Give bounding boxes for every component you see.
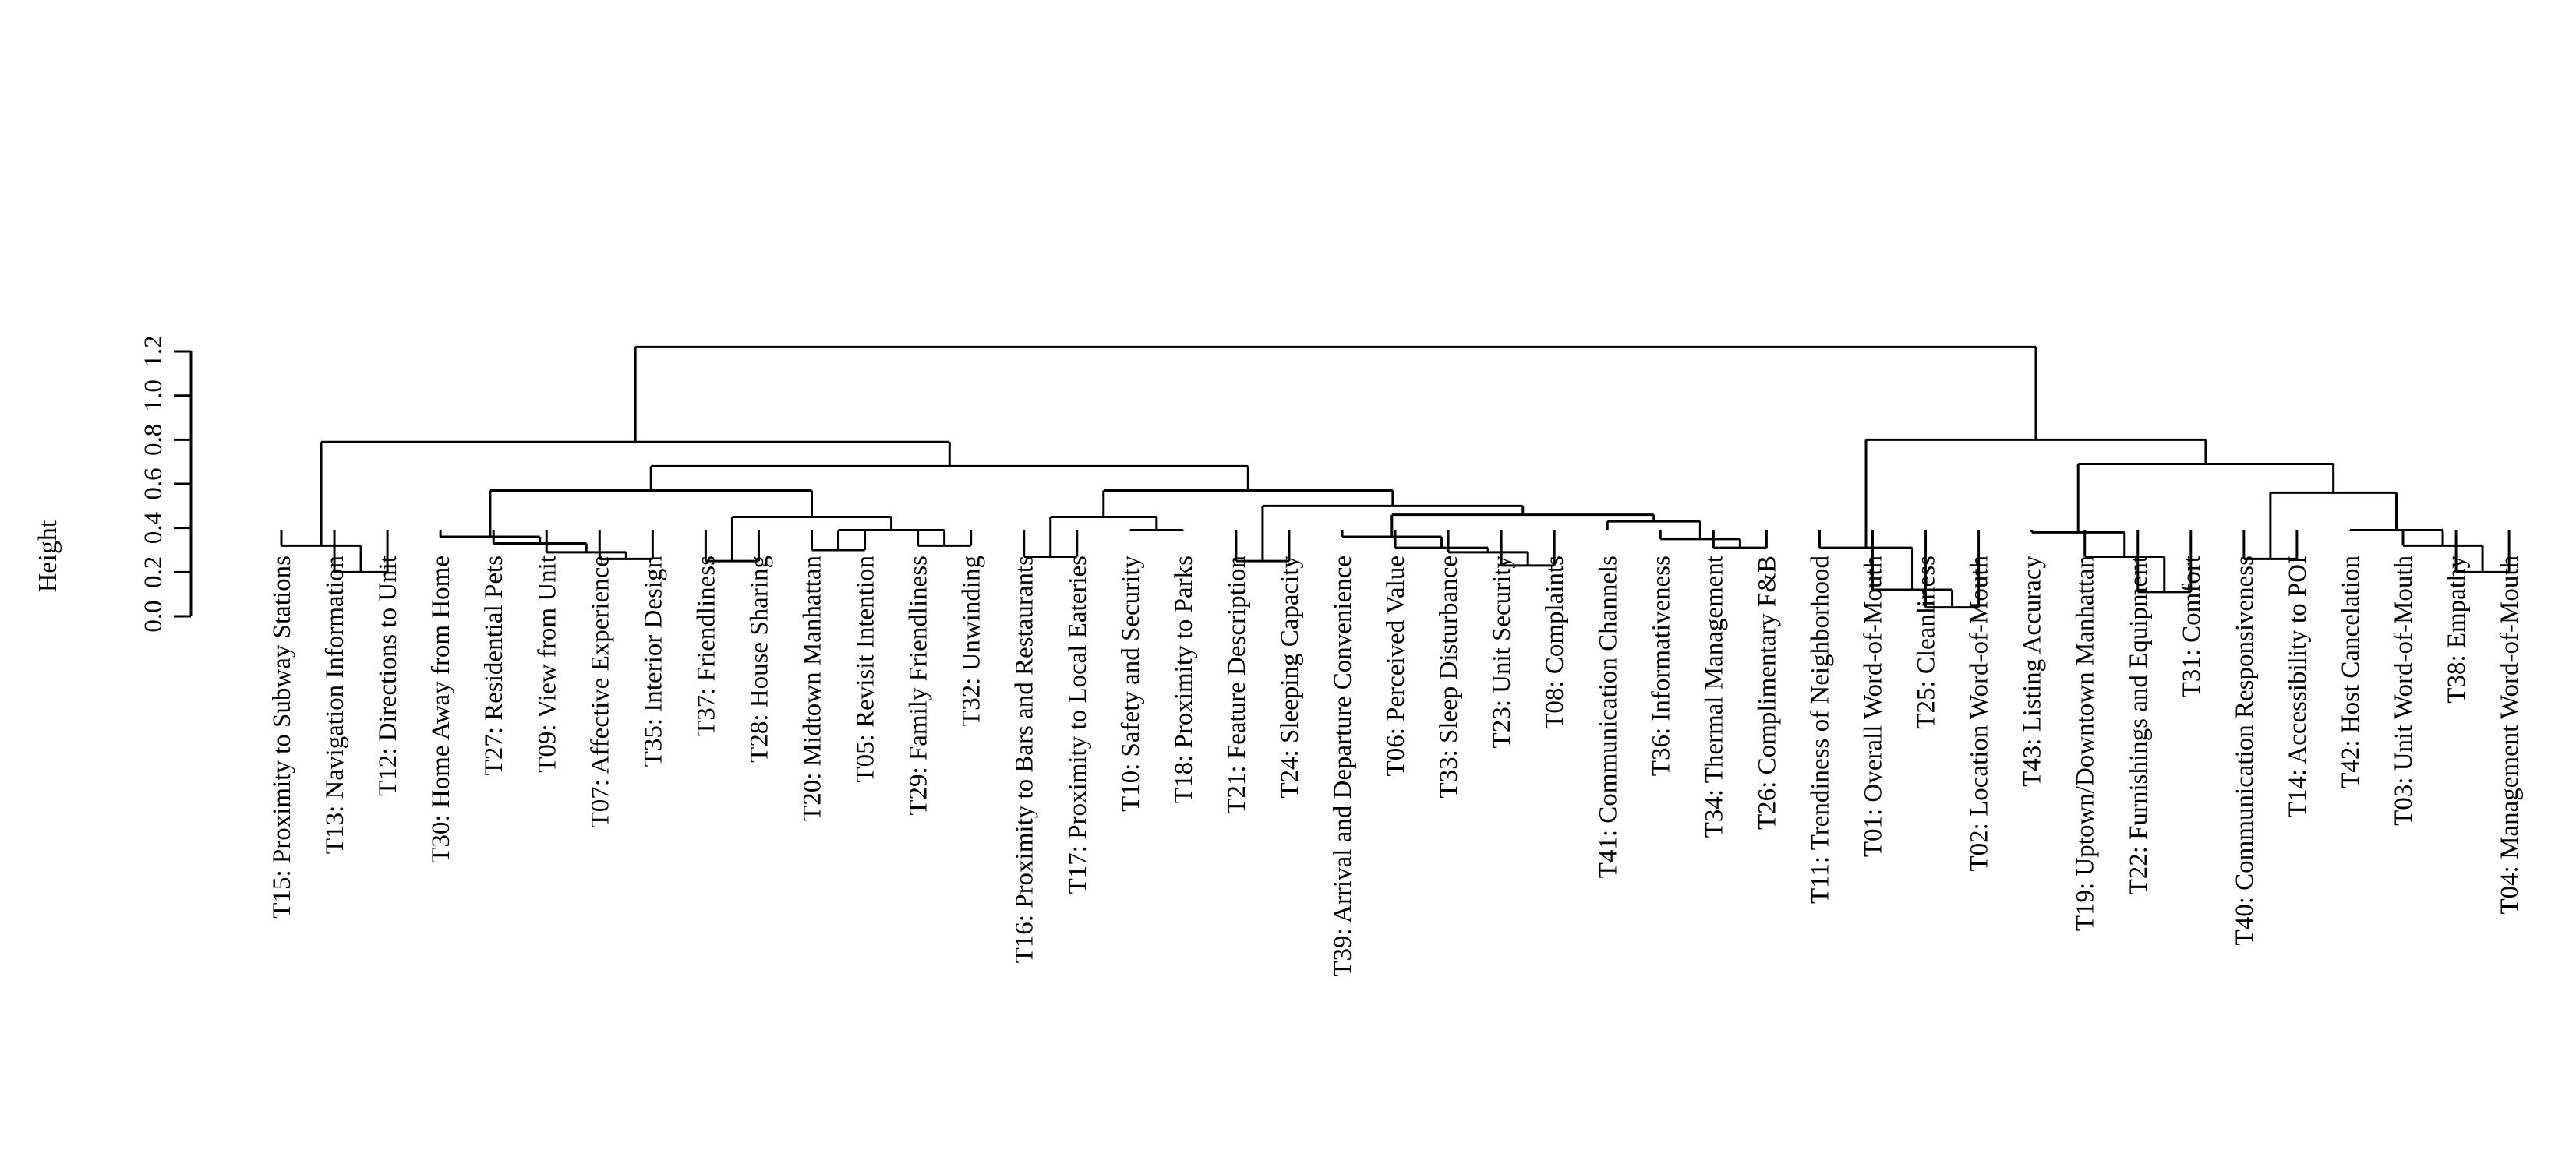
leaf-label: T22: Furnishings and Equipment — [2125, 556, 2153, 894]
leaf-label: T01: Overall Word-of-Mouth — [1860, 556, 1888, 858]
leaf-label: T38: Empathy — [2443, 556, 2471, 704]
leaf-label: T11: Trendiness of Neighborhood — [1806, 556, 1834, 905]
leaf-label: T17: Proximity to Local Eateries — [1064, 556, 1092, 894]
leaf-label: T31: Comfort — [2178, 556, 2206, 697]
leaf-label: T05: Revisit Intention — [852, 556, 880, 782]
y-axis-title: Height — [34, 520, 62, 592]
leaf-label: T23: Unit Security — [1488, 556, 1516, 749]
leaf-label: T24: Sleeping Capacity — [1276, 556, 1304, 799]
y-tick-label: 0.8 — [140, 424, 168, 456]
leaf-label: T29: Family Friendliness — [905, 556, 933, 816]
y-tick-label: 0.0 — [140, 600, 168, 632]
leaf-labels: T15: Proximity to Subway Stations T13: Na… — [268, 556, 2524, 977]
leaf-label: T13: Navigation Information — [321, 556, 349, 854]
leaf-label: T28: House Sharing — [745, 556, 773, 763]
y-tick-label: 0.2 — [140, 556, 168, 588]
leaf-label: T43: Listing Accuracy — [2019, 556, 2047, 787]
leaf-label: T26: Complimentary F&B — [1753, 556, 1781, 830]
leaf-label: T14: Accessibility to POI — [2284, 556, 2312, 817]
leaf-label: T04: Management Word-of-Mouth — [2496, 556, 2524, 915]
y-axis: 0.0 0.2 0.4 0.6 0.8 1.0 1.2 — [140, 335, 193, 633]
y-tick-label: 0.4 — [140, 512, 168, 544]
leaf-label: T42: Host Cancelation — [2337, 556, 2365, 788]
leaf-label: T27: Residential Pets — [480, 556, 508, 775]
leaf-label: T36: Informativeness — [1647, 556, 1675, 776]
leaf-label: T34: Thermal Management — [1700, 556, 1728, 838]
y-tick-label: 1.2 — [140, 335, 168, 367]
leaf-label: T37: Friendliness — [692, 556, 720, 736]
leaf-label: T41: Communication Channels — [1594, 556, 1622, 878]
y-tick-label: 1.0 — [140, 379, 168, 411]
leaf-label: T10: Safety and Security — [1117, 556, 1145, 813]
leaf-label: T25: Cleanliness — [1913, 556, 1941, 729]
leaf-label: T30: Home Away from Home — [427, 556, 455, 863]
leaf-label: T33: Sleep Disturbance — [1435, 556, 1463, 799]
leaf-label: T21: Feature Description — [1223, 556, 1251, 814]
leaf-label: T40: Communication Responsiveness — [2231, 556, 2259, 945]
leaf-label: T39: Arrival and Departure Convenience — [1329, 556, 1357, 977]
leaf-label: T03: Unit Word-of-Mouth — [2390, 556, 2418, 826]
leaf-label: T32: Unwinding — [958, 556, 986, 726]
leaf-label: T35: Interior Design — [639, 556, 667, 767]
y-tick-label: 0.6 — [140, 467, 168, 499]
leaf-label: T18: Proximity to Parks — [1170, 556, 1198, 803]
leaf-label: T08: Complaints — [1541, 556, 1569, 729]
leaf-label: T12: Directions to Unit — [374, 556, 402, 796]
leaf-label: T09: View from Unit — [533, 556, 561, 773]
dendrogram-branches — [280, 345, 2511, 609]
leaf-label: T06: Perceived Value — [1382, 556, 1410, 776]
leaf-label: T16: Proximity to Bars and Restaurants — [1011, 556, 1039, 963]
leaf-label: T07: Affective Experience — [586, 556, 614, 827]
leaf-label: T02: Location Word-of-Mouth — [1966, 556, 1994, 872]
leaf-label: T19: Uptown/Downtown Manhattan — [2072, 556, 2100, 931]
leaf-label: T15: Proximity to Subway Stations — [268, 556, 296, 919]
leaf-label: T20: Midtown Manhattan — [799, 556, 827, 821]
